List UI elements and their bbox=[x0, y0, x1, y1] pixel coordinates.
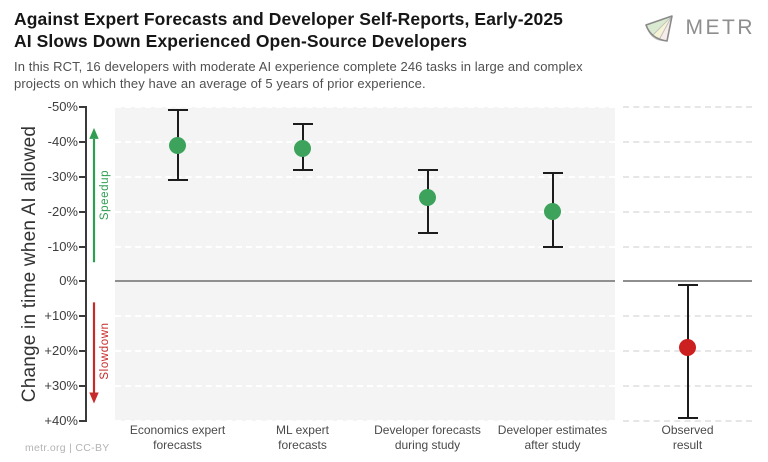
data-point bbox=[294, 140, 311, 158]
gridline bbox=[115, 420, 615, 422]
error-bar-cap-bottom bbox=[542, 245, 563, 248]
slowdown-arrow-head bbox=[89, 392, 99, 404]
y-axis-tick bbox=[79, 315, 85, 318]
speedup-arrow-head bbox=[89, 127, 99, 139]
category-label-line: Economics expert bbox=[129, 423, 226, 437]
category-label: Developer forecasts during study bbox=[353, 423, 503, 453]
slowdown-annotation: Slowdown bbox=[99, 322, 111, 380]
category-label-line: after study bbox=[524, 438, 581, 452]
y-axis-title: Change in time when AI allowed bbox=[19, 125, 40, 403]
error-bar-cap-top bbox=[677, 283, 698, 286]
error-bar-cap-top bbox=[292, 123, 313, 126]
y-axis-line bbox=[85, 106, 87, 422]
chart-subtitle-line1: In this RCT, 16 developers with moderate… bbox=[14, 59, 583, 74]
gridline bbox=[623, 106, 752, 108]
tick-label: +20% bbox=[44, 343, 78, 359]
y-axis-tick bbox=[79, 245, 85, 248]
category-label: Economics expert forecasts bbox=[103, 423, 253, 453]
gridline bbox=[115, 210, 615, 213]
category-label-line: during study bbox=[394, 438, 461, 452]
gridline bbox=[623, 175, 752, 178]
gridline bbox=[115, 350, 615, 353]
y-axis-tick bbox=[79, 106, 85, 108]
error-bar-cap-bottom bbox=[677, 416, 698, 419]
y-axis-tick bbox=[79, 280, 85, 283]
gridline bbox=[115, 245, 615, 248]
y-axis-tick bbox=[79, 140, 85, 143]
page-title-line1: Against Expert Forecasts and Developer S… bbox=[14, 9, 563, 29]
tick-label: +10% bbox=[44, 308, 78, 324]
category-label-line: Observed bbox=[661, 423, 714, 437]
error-bar-cap-bottom bbox=[292, 168, 313, 171]
y-axis-tick bbox=[79, 210, 85, 213]
metr-logo: METR bbox=[643, 13, 756, 43]
gridline bbox=[623, 245, 752, 248]
zero-line bbox=[115, 280, 615, 283]
gridline bbox=[623, 420, 752, 422]
category-label-line: ML expert bbox=[276, 423, 329, 437]
gridline bbox=[115, 315, 615, 318]
category-label: ML expert forecasts bbox=[228, 423, 378, 453]
tick-label: -50% bbox=[47, 99, 78, 114]
category-label-line: Developer estimates bbox=[497, 423, 608, 437]
y-axis-tick bbox=[79, 385, 85, 388]
gridline bbox=[623, 210, 752, 213]
credit-text: metr.org | CC-BY bbox=[25, 442, 110, 454]
category-label-line: Developer forecasts bbox=[374, 423, 481, 437]
tick-label: -40% bbox=[47, 133, 78, 149]
error-bar-cap-top bbox=[417, 168, 438, 171]
tick-label: 0% bbox=[59, 273, 78, 289]
gridline bbox=[623, 140, 752, 143]
category-label: Observed result bbox=[613, 423, 763, 453]
data-point bbox=[679, 339, 696, 357]
error-bar-cap-bottom bbox=[417, 231, 438, 234]
page-title: Against Expert Forecasts and Developer S… bbox=[14, 8, 563, 52]
page-title-line2: AI Slows Down Experienced Open-Source De… bbox=[14, 31, 468, 51]
zero-line bbox=[623, 280, 752, 283]
y-axis-tick bbox=[79, 175, 85, 178]
y-axis-tick bbox=[79, 350, 85, 353]
metr-logo-text: METR bbox=[685, 16, 755, 39]
tick-label: -30% bbox=[47, 168, 78, 184]
category-label-line: forecasts bbox=[153, 438, 202, 452]
category-label-line: result bbox=[672, 438, 703, 452]
gridline bbox=[115, 106, 615, 108]
category-label-line: forecasts bbox=[278, 438, 327, 452]
data-point bbox=[169, 136, 186, 154]
error-bar-cap-bottom bbox=[167, 179, 188, 182]
error-bar-cap-top bbox=[542, 172, 563, 175]
tick-label: -10% bbox=[47, 238, 78, 254]
data-point bbox=[544, 203, 561, 221]
tick-label: +40% bbox=[44, 413, 78, 428]
y-axis-tick bbox=[79, 420, 85, 422]
plot-panel-0 bbox=[115, 107, 615, 421]
category-label: Developer estimates after study bbox=[478, 423, 628, 453]
tick-label: -20% bbox=[47, 203, 78, 219]
speedup-annotation: Speedup bbox=[99, 169, 111, 221]
chart-subtitle: In this RCT, 16 developers with moderate… bbox=[14, 59, 583, 92]
data-point bbox=[419, 189, 436, 207]
gridline bbox=[115, 175, 615, 178]
tick-label: +30% bbox=[44, 378, 78, 394]
metr-logo-icon bbox=[644, 15, 673, 42]
gridline bbox=[115, 140, 615, 143]
chart-subtitle-line2: projects on which they have an average o… bbox=[14, 75, 426, 91]
error-bar-cap-top bbox=[167, 109, 188, 112]
gridline bbox=[115, 385, 615, 388]
